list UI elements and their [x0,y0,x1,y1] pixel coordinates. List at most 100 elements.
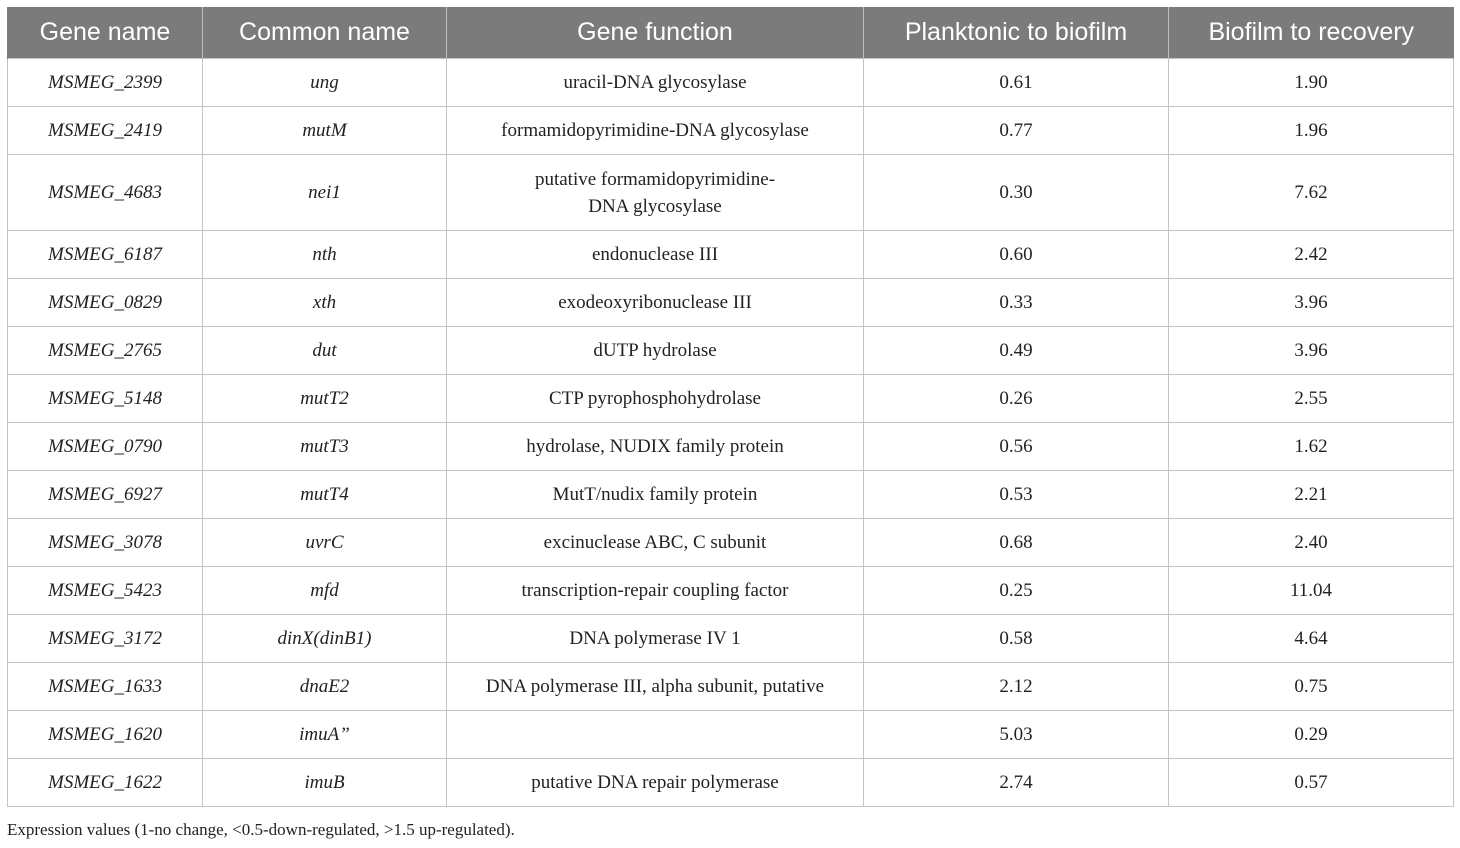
gene-expression-table: Gene name Common name Gene function Plan… [7,7,1454,807]
planktonic-to-biofilm-cell: 0.26 [863,374,1169,423]
common-name-cell: nei1 [202,154,447,231]
common-name-cell: mutT3 [202,422,447,471]
gene-function-cell: putative DNA repair polymerase [446,758,864,807]
planktonic-to-biofilm-cell: 0.49 [863,326,1169,375]
planktonic-to-biofilm-cell: 0.25 [863,566,1169,615]
biofilm-to-recovery-cell: 2.40 [1168,518,1454,567]
planktonic-to-biofilm-cell: 5.03 [863,710,1169,759]
table-row: MSMEG_0790 mutT3 hydrolase, NUDIX family p… [7,422,1454,471]
gene-function-cell: uracil-DNA glycosylase [446,58,864,107]
biofilm-to-recovery-cell: 1.62 [1168,422,1454,471]
gene-name-cell: MSMEG_5423 [7,566,203,615]
common-name-cell: ung [202,58,447,107]
planktonic-to-biofilm-cell: 0.53 [863,470,1169,519]
expression-table-container: Gene name Common name Gene function Plan… [7,7,1454,807]
table-row: MSMEG_6927 mutT4 MutT/nudix family protein… [7,470,1454,519]
table-row: MSMEG_1622 imuB putative DNA repair polyme… [7,758,1454,807]
table-row: MSMEG_2399 ung uracil-DNA glycosylase 0.61 1… [7,58,1454,107]
table-row: MSMEG_3078 uvrC excinuclease ABC, C subuni… [7,518,1454,567]
biofilm-to-recovery-cell: 4.64 [1168,614,1454,663]
header-common-name: Common name [202,7,447,59]
common-name-cell: xth [202,278,447,327]
planktonic-to-biofilm-cell: 0.60 [863,230,1169,279]
biofilm-to-recovery-cell: 0.75 [1168,662,1454,711]
table-row: MSMEG_4683 nei1 putative formamidopyrimidi… [7,154,1454,231]
planktonic-to-biofilm-cell: 0.56 [863,422,1169,471]
gene-function-cell: exodeoxyribonuclease III [446,278,864,327]
planktonic-to-biofilm-cell: 0.58 [863,614,1169,663]
biofilm-to-recovery-cell: 1.96 [1168,106,1454,155]
table-row: MSMEG_5148 mutT2 CTP pyrophosphohydrolase 0… [7,374,1454,423]
table-header: Gene name Common name Gene function Plan… [7,7,1454,59]
common-name-cell: imuA” [202,710,447,759]
biofilm-to-recovery-cell: 11.04 [1168,566,1454,615]
gene-name-cell: MSMEG_0829 [7,278,203,327]
planktonic-to-biofilm-cell: 0.61 [863,58,1169,107]
gene-function-cell: DNA polymerase III, alpha subunit, putat… [446,662,864,711]
header-gene-function: Gene function [446,7,864,59]
common-name-cell: mutT2 [202,374,447,423]
gene-name-cell: MSMEG_1622 [7,758,203,807]
table-row: MSMEG_6187 nth endonuclease III 0.60 2.42 [7,230,1454,279]
gene-name-cell: MSMEG_2419 [7,106,203,155]
header-planktonic-to-biofilm: Planktonic to biofilm [863,7,1169,59]
gene-function-cell [446,710,864,759]
gene-name-cell: MSMEG_4683 [7,154,203,231]
common-name-cell: imuB [202,758,447,807]
gene-name-cell: MSMEG_1633 [7,662,203,711]
gene-function-cell: endonuclease III [446,230,864,279]
gene-function-cell: hydrolase, NUDIX family protein [446,422,864,471]
gene-name-cell: MSMEG_5148 [7,374,203,423]
gene-name-cell: MSMEG_2765 [7,326,203,375]
common-name-cell: mutT4 [202,470,447,519]
gene-name-cell: MSMEG_1620 [7,710,203,759]
biofilm-to-recovery-cell: 2.42 [1168,230,1454,279]
planktonic-to-biofilm-cell: 2.12 [863,662,1169,711]
gene-function-cell: MutT/nudix family protein [446,470,864,519]
gene-name-cell: MSMEG_6187 [7,230,203,279]
biofilm-to-recovery-cell: 2.55 [1168,374,1454,423]
common-name-cell: nth [202,230,447,279]
gene-function-cell: formamidopyrimidine-DNA glycosylase [446,106,864,155]
gene-function-cell: excinuclease ABC, C subunit [446,518,864,567]
biofilm-to-recovery-cell: 3.96 [1168,278,1454,327]
table-row: MSMEG_2765 dut dUTP hydrolase 0.49 3.96 [7,326,1454,375]
header-biofilm-to-recovery: Biofilm to recovery [1168,7,1454,59]
common-name-cell: mfd [202,566,447,615]
gene-name-cell: MSMEG_3078 [7,518,203,567]
gene-name-cell: MSMEG_2399 [7,58,203,107]
biofilm-to-recovery-cell: 2.21 [1168,470,1454,519]
table-row: MSMEG_1620 imuA” 5.03 0.29 [7,710,1454,759]
gene-function-cell: putative formamidopyrimidine-DNA glycosy… [446,154,864,231]
biofilm-to-recovery-cell: 3.96 [1168,326,1454,375]
planktonic-to-biofilm-cell: 2.74 [863,758,1169,807]
table-row: MSMEG_3172 dinX(dinB1) DNA polymerase IV 1… [7,614,1454,663]
biofilm-to-recovery-cell: 7.62 [1168,154,1454,231]
planktonic-to-biofilm-cell: 0.33 [863,278,1169,327]
header-gene-name: Gene name [7,7,203,59]
gene-function-cell: DNA polymerase IV 1 [446,614,864,663]
common-name-cell: uvrC [202,518,447,567]
table-body: MSMEG_2399 ung uracil-DNA glycosylase 0.61 1… [7,58,1454,807]
common-name-cell: dnaE2 [202,662,447,711]
planktonic-to-biofilm-cell: 0.77 [863,106,1169,155]
gene-name-cell: MSMEG_0790 [7,422,203,471]
table-row: MSMEG_1633 dnaE2 DNA polymerase III, alpha… [7,662,1454,711]
biofilm-to-recovery-cell: 0.57 [1168,758,1454,807]
gene-name-cell: MSMEG_6927 [7,470,203,519]
planktonic-to-biofilm-cell: 0.68 [863,518,1169,567]
gene-function-cell: CTP pyrophosphohydrolase [446,374,864,423]
table-row: MSMEG_2419 mutM formamidopyrimidine-DNA gl… [7,106,1454,155]
table-row: MSMEG_5423 mfd transcription-repair coupli… [7,566,1454,615]
gene-function-cell: dUTP hydrolase [446,326,864,375]
gene-name-cell: MSMEG_3172 [7,614,203,663]
common-name-cell: dinX(dinB1) [202,614,447,663]
common-name-cell: mutM [202,106,447,155]
header-row: Gene name Common name Gene function Plan… [7,7,1454,59]
biofilm-to-recovery-cell: 0.29 [1168,710,1454,759]
common-name-cell: dut [202,326,447,375]
planktonic-to-biofilm-cell: 0.30 [863,154,1169,231]
biofilm-to-recovery-cell: 1.90 [1168,58,1454,107]
table-row: MSMEG_0829 xth exodeoxyribonuclease III 0.3… [7,278,1454,327]
gene-function-cell: transcription-repair coupling factor [446,566,864,615]
